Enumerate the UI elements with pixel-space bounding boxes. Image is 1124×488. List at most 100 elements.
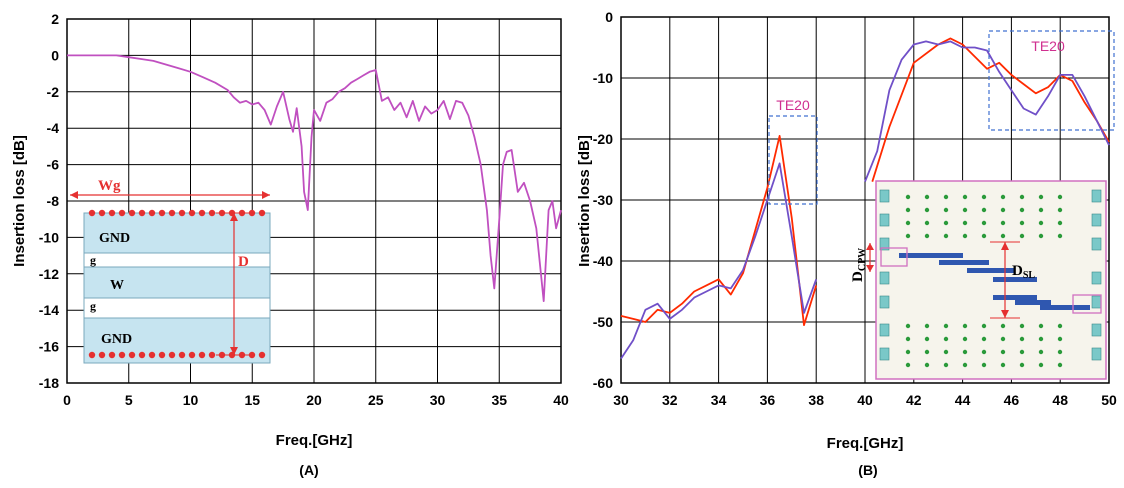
y-tick-label-a: -2 — [47, 84, 60, 100]
dcpw-label-main: D — [850, 271, 866, 282]
via-dot — [258, 351, 266, 359]
y-tick-label-a: -16 — [39, 339, 59, 355]
via-dot — [1019, 194, 1025, 200]
x-tick-label-a: 25 — [368, 392, 384, 408]
via-dot — [128, 351, 136, 359]
via-dot — [1019, 233, 1025, 239]
via-dot — [1000, 323, 1006, 329]
via-dot — [1000, 349, 1006, 355]
via-dot — [1038, 220, 1044, 226]
via-dot — [924, 336, 930, 342]
via-dot — [108, 351, 116, 359]
edge-pad — [1091, 271, 1102, 285]
y-tick-label-a: -8 — [47, 193, 60, 209]
x-tick-label-b: 50 — [1101, 392, 1117, 408]
via-dot — [258, 209, 266, 217]
stripline-segment — [993, 277, 1037, 282]
y-tick-label-b: -60 — [593, 375, 613, 391]
edge-pad — [1091, 347, 1102, 361]
dcpw-arrow-top — [866, 243, 874, 250]
chart-panel-a: 0 5 10 15 20 25 30 35 4020-2-4-6-8-10-12-14-16-1… — [11, 11, 569, 478]
y-tick-label-a: -6 — [47, 157, 60, 173]
via-dot — [208, 209, 216, 217]
stripline-segment — [967, 268, 1015, 273]
via-dot — [1057, 194, 1063, 200]
cpw-port-left — [880, 247, 908, 267]
via-dot — [1038, 336, 1044, 342]
via-row-top — [88, 209, 266, 217]
d-label: D — [238, 254, 249, 270]
via-dot — [905, 233, 911, 239]
via-dot — [178, 209, 186, 217]
y-tick-label-b: -30 — [593, 192, 613, 208]
via-dot — [924, 349, 930, 355]
via-dot — [1057, 233, 1063, 239]
via-dot — [138, 351, 146, 359]
via-dot — [962, 323, 968, 329]
via-dot — [943, 220, 949, 226]
via-dot — [924, 362, 930, 368]
y-tick-label-b: 0 — [605, 9, 613, 25]
y-tick-label-b: -40 — [593, 253, 613, 269]
via-dot — [1019, 207, 1025, 213]
x-tick-label-b: 32 — [662, 392, 678, 408]
via-dot — [981, 349, 987, 355]
wg-arrow-right — [262, 191, 270, 199]
dsl-label-main: D — [1012, 263, 1023, 279]
x-tick-label-a: 20 — [306, 392, 322, 408]
x-tick-label-b: 40 — [857, 392, 873, 408]
edge-pads — [879, 189, 1102, 361]
via-dot — [962, 362, 968, 368]
x-tick-label-b: 42 — [906, 392, 922, 408]
x-tick-label-b: 36 — [760, 392, 776, 408]
series-line-b-2 — [620, 162, 818, 360]
via-dot — [1019, 220, 1025, 226]
te20-label-left: TE20 — [776, 97, 810, 113]
via-dot — [962, 207, 968, 213]
via-dot — [168, 351, 176, 359]
edge-pad — [879, 347, 890, 361]
stripline-segments — [899, 253, 1090, 310]
via-dot — [962, 233, 968, 239]
edge-pad — [879, 295, 890, 309]
series-line-a-1 — [67, 54, 562, 302]
dsl-label-sub: SL — [1023, 270, 1036, 281]
edge-pad — [1091, 237, 1102, 251]
tick-labels-b: 30 32 34 36 38 40 42 44 46 48 50 0 -10 -20 -30 -40 -50 -6… — [593, 9, 1117, 408]
gnd-top-label: GND — [99, 231, 130, 246]
edge-pad — [1091, 295, 1102, 309]
stripline-segment — [993, 295, 1037, 300]
via-dot — [1000, 194, 1006, 200]
via-dot — [924, 194, 930, 200]
via-dot — [981, 220, 987, 226]
via-dot — [1019, 362, 1025, 368]
x-tick-label-a: 30 — [430, 392, 446, 408]
dcpw-label-sub: CPW — [857, 248, 868, 271]
via-dot — [981, 233, 987, 239]
via-dot — [981, 207, 987, 213]
x-tick-label-b: 38 — [808, 392, 824, 408]
x-tick-label-b: 30 — [613, 392, 629, 408]
stripline-segment — [899, 253, 963, 258]
via-dot — [158, 209, 166, 217]
x-tick-label-a: 0 — [63, 392, 71, 408]
via-dot — [88, 351, 96, 359]
series-line-b-1 — [871, 37, 1110, 182]
series-group-b — [620, 37, 1110, 360]
via-dot — [1019, 349, 1025, 355]
x-tick-label-b: 34 — [711, 392, 727, 408]
y-tick-label-a: -10 — [39, 229, 59, 245]
edge-pad — [879, 213, 890, 227]
via-dot — [981, 194, 987, 200]
wg-arrow-left — [70, 191, 78, 199]
y-tick-label-a: -4 — [47, 120, 60, 136]
edge-pad — [1091, 323, 1102, 337]
via-dot — [981, 323, 987, 329]
y-axis-title-b: Insertion loss [dB] — [576, 135, 593, 267]
inset-g-bottom-layer — [83, 297, 271, 319]
d-arrow-bottom — [230, 347, 238, 355]
inset-cross-section: Wg D GND g W g GND — [70, 178, 271, 364]
y-tick-label-a: 0 — [51, 47, 59, 63]
via-dot — [98, 209, 106, 217]
